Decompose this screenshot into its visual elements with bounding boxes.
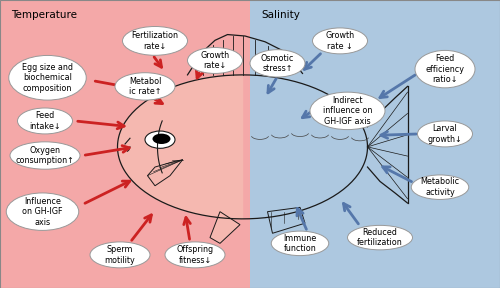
Ellipse shape [122, 26, 188, 55]
Text: Growth
rate ↓: Growth rate ↓ [326, 31, 354, 51]
Ellipse shape [10, 142, 80, 169]
Ellipse shape [411, 175, 469, 199]
Text: Temperature: Temperature [11, 10, 77, 20]
Text: Immune
function: Immune function [284, 234, 316, 253]
Bar [0, 0, 250, 288]
Ellipse shape [271, 231, 329, 256]
Text: Oxygen
consumption↑: Oxygen consumption↑ [16, 146, 74, 165]
Ellipse shape [115, 73, 175, 100]
Text: Influence
on GH-IGF
axis: Influence on GH-IGF axis [22, 197, 63, 227]
Polygon shape [148, 160, 182, 186]
Text: Larval
growth↓: Larval growth↓ [428, 124, 462, 144]
Polygon shape [210, 212, 240, 243]
Polygon shape [118, 75, 242, 219]
Ellipse shape [310, 92, 385, 130]
Text: Metabol
ic rate↑: Metabol ic rate↑ [129, 77, 161, 96]
Ellipse shape [348, 225, 412, 250]
Text: Growth
rate↓: Growth rate↓ [200, 51, 230, 70]
Ellipse shape [312, 28, 368, 54]
Circle shape [145, 131, 175, 148]
Ellipse shape [9, 55, 86, 100]
Ellipse shape [250, 50, 305, 77]
Text: Sperm
motility: Sperm motility [104, 245, 136, 265]
Bar [250, 0, 500, 288]
Ellipse shape [18, 108, 72, 134]
Text: Egg size and
biochemical
composition: Egg size and biochemical composition [22, 63, 73, 93]
Ellipse shape [188, 48, 242, 73]
Text: Metabolic
activity: Metabolic activity [420, 177, 460, 197]
Text: Fertilization
rate↓: Fertilization rate↓ [132, 31, 178, 51]
Ellipse shape [90, 242, 150, 268]
Text: Feed
intake↓: Feed intake↓ [29, 111, 61, 131]
Ellipse shape [165, 242, 225, 268]
Text: Feed
efficiency
ratio↓: Feed efficiency ratio↓ [426, 54, 465, 84]
Text: Reduced
fertilization: Reduced fertilization [357, 228, 403, 247]
Text: Salinity: Salinity [261, 10, 300, 20]
Ellipse shape [415, 50, 475, 88]
Text: Indirect
influence on
GH-IGF axis: Indirect influence on GH-IGF axis [323, 96, 372, 126]
Ellipse shape [6, 193, 79, 230]
Text: Osmotic
stress↑: Osmotic stress↑ [261, 54, 294, 73]
Ellipse shape [418, 121, 472, 147]
Text: Offspring
fitness↓: Offspring fitness↓ [176, 245, 214, 265]
Circle shape [152, 134, 170, 144]
